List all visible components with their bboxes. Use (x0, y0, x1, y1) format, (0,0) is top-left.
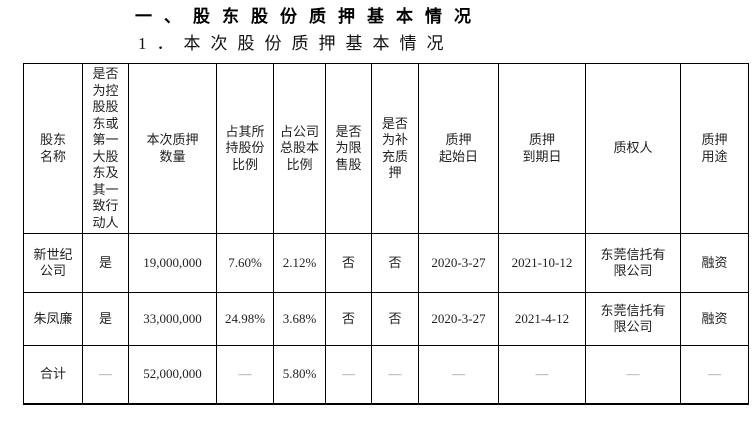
table-row: 朱凤廉 是 33,000,000 24.98% 3.68% 否 否 2020-3… (23, 292, 749, 346)
cell-pledgee: 东莞信托有 限公司 (585, 292, 681, 346)
cell-pledged-quantity: 52,000,000 (128, 345, 217, 405)
cell-pct-of-holdings: 7.60% (216, 233, 274, 293)
cell-pct-of-holdings: 24.98% (216, 292, 274, 346)
col-header-is-restricted-shares: 是否 为限 售股 (325, 63, 372, 234)
cell-pledgee: 东莞信托有 限公司 (585, 233, 681, 293)
col-header-pledge-expiry-date: 质押 到期日 (498, 63, 586, 234)
cell-is-supplementary-pledge: — (371, 345, 419, 405)
cell-pledge-start-date: 2020-3-27 (418, 233, 499, 293)
cell-pct-of-total-shares: 3.68% (273, 292, 326, 346)
table-row-total: 合计 — 52,000,000 — 5.80% — — — — — — (23, 345, 749, 405)
cell-shareholder-name: 朱凤廉 (23, 292, 83, 346)
cell-pct-of-holdings: — (216, 345, 274, 405)
cell-pledged-quantity: 19,000,000 (128, 233, 217, 293)
pledge-table: 股东 名称 是否 为控 股股 东或 第一 大股 东及 其一 致行 动人 本次质押… (23, 63, 749, 405)
cell-pledge-expiry-date: 2021-4-12 (498, 292, 586, 346)
cell-pledged-quantity: 33,000,000 (128, 292, 217, 346)
col-header-pct-of-holdings: 占其所 持股份 比例 (216, 63, 274, 234)
col-header-is-controlling-shareholder: 是否 为控 股股 东或 第一 大股 东及 其一 致行 动人 (82, 63, 129, 234)
cell-is-restricted-shares: 否 (325, 233, 372, 293)
cell-is-supplementary-pledge: 否 (371, 292, 419, 346)
cell-pledge-purpose: 融资 (680, 292, 749, 346)
subsection-title: 1．本次股份质押基本情况 (138, 34, 454, 53)
col-header-pledge-start-date: 质押 起始日 (418, 63, 499, 234)
section-title: 一、股东股份质押基本情况 (135, 7, 483, 26)
cell-is-controlling-shareholder: 是 (82, 292, 129, 346)
cell-pledgee: — (585, 345, 681, 405)
table-row: 新世纪 公司 是 19,000,000 7.60% 2.12% 否 否 2020… (23, 233, 749, 293)
col-header-is-supplementary-pledge: 是否 为补 充质 押 (371, 63, 419, 234)
col-header-pct-of-total-shares: 占公司 总股本 比例 (273, 63, 326, 234)
col-header-pledgee: 质权人 (585, 63, 681, 234)
cell-pledge-expiry-date: — (498, 345, 586, 405)
col-header-shareholder-name: 股东 名称 (23, 63, 83, 234)
cell-pledge-expiry-date: 2021-10-12 (498, 233, 586, 293)
cell-is-controlling-shareholder: — (82, 345, 129, 405)
cell-pledge-start-date: 2020-3-27 (418, 292, 499, 346)
cell-pct-of-total-shares: 5.80% (273, 345, 326, 405)
cell-is-restricted-shares: — (325, 345, 372, 405)
cell-shareholder-name: 新世纪 公司 (23, 233, 83, 293)
cell-pledge-purpose: 融资 (680, 233, 749, 293)
header-row: 股东 名称 是否 为控 股股 东或 第一 大股 东及 其一 致行 动人 本次质押… (23, 63, 749, 234)
cell-is-controlling-shareholder: 是 (82, 233, 129, 293)
cell-shareholder-name: 合计 (23, 345, 83, 405)
cell-is-restricted-shares: 否 (325, 292, 372, 346)
cell-pledge-purpose: — (680, 345, 749, 405)
col-header-pledge-purpose: 质押 用途 (680, 63, 749, 234)
cell-is-supplementary-pledge: 否 (371, 233, 419, 293)
cell-pledge-start-date: — (418, 345, 499, 405)
cell-pct-of-total-shares: 2.12% (273, 233, 326, 293)
col-header-pledged-quantity: 本次质押 数量 (128, 63, 217, 234)
